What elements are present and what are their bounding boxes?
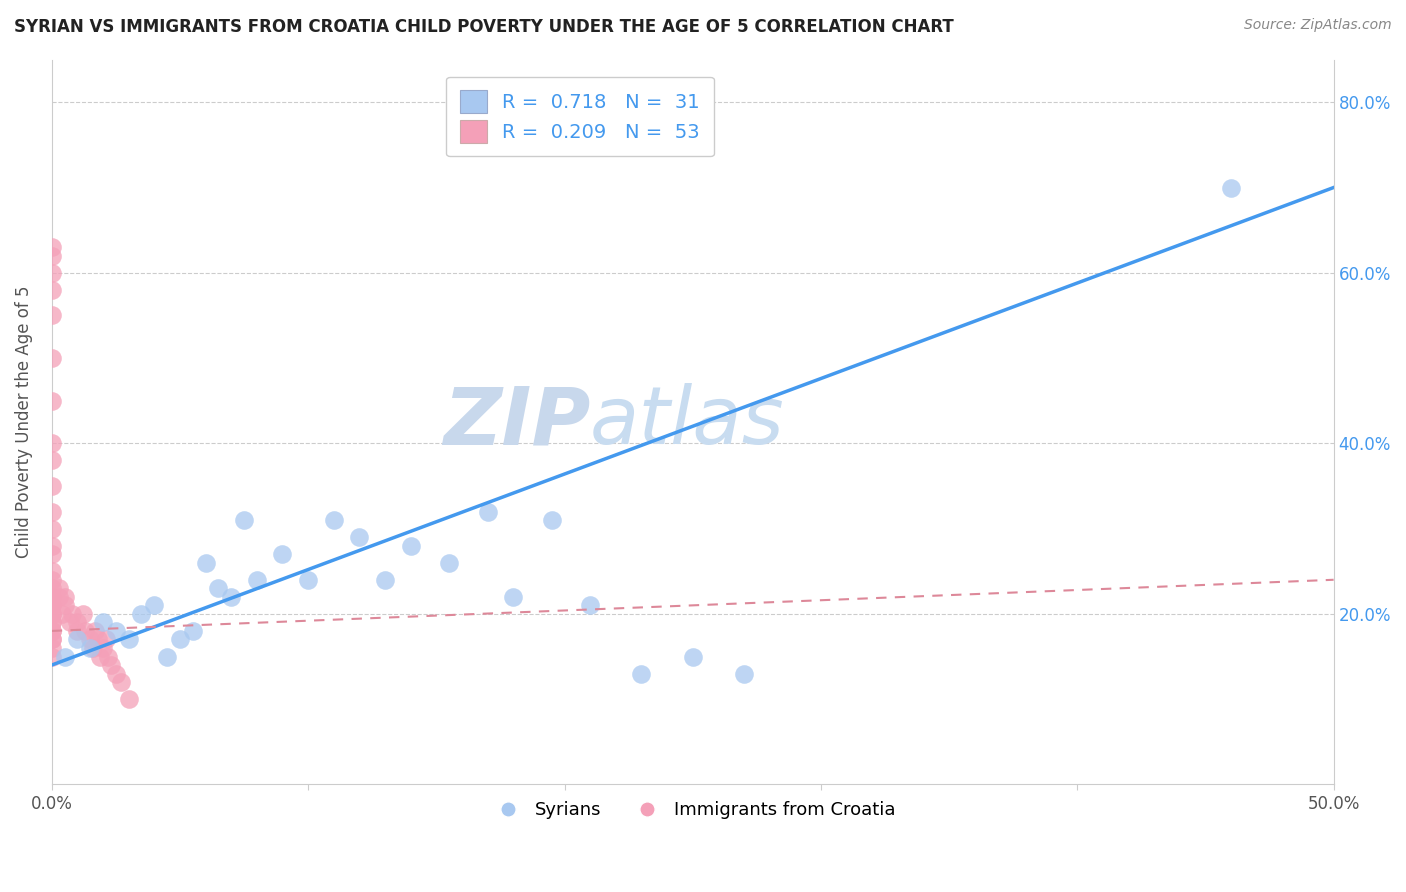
Point [540, 513, 562, 527]
Point [41, 632, 63, 647]
Point [59, 615, 82, 630]
Point [51, 607, 73, 621]
Point [41, 590, 63, 604]
Point [82, 640, 104, 655]
Point [97, 649, 120, 664]
Point [219, 590, 242, 604]
Point [100, 658, 122, 673]
Point [502, 590, 524, 604]
Point [630, 666, 652, 681]
Point [143, 599, 166, 613]
Point [104, 624, 127, 638]
Point [84, 624, 107, 638]
Text: ZIP: ZIP [443, 383, 591, 461]
Point [41, 649, 63, 664]
Point [53, 649, 76, 664]
Point [87, 632, 110, 647]
Point [271, 547, 294, 561]
Point [53, 590, 76, 604]
Point [1220, 180, 1243, 194]
Point [207, 582, 229, 596]
Point [233, 513, 256, 527]
Point [53, 599, 76, 613]
Point [41, 240, 63, 254]
Point [75, 624, 97, 638]
Point [41, 249, 63, 263]
Point [41, 632, 63, 647]
Point [41, 393, 63, 408]
Point [41, 607, 63, 621]
Point [246, 573, 269, 587]
Point [91, 640, 114, 655]
Point [91, 615, 114, 630]
Point [437, 556, 460, 570]
Point [66, 632, 89, 647]
Point [79, 632, 101, 647]
Point [118, 632, 141, 647]
Point [66, 615, 89, 630]
Point [41, 624, 63, 638]
Point [72, 607, 94, 621]
Point [41, 599, 63, 613]
Point [399, 539, 422, 553]
Point [41, 453, 63, 467]
Point [41, 564, 63, 578]
Point [41, 640, 63, 655]
Point [41, 547, 63, 561]
Point [41, 479, 63, 493]
Point [41, 309, 63, 323]
Point [79, 640, 101, 655]
Legend: Syrians, Immigrants from Croatia: Syrians, Immigrants from Croatia [482, 794, 903, 826]
Point [733, 666, 755, 681]
Point [89, 649, 111, 664]
Point [41, 615, 63, 630]
Y-axis label: Child Poverty Under the Age of 5: Child Poverty Under the Age of 5 [15, 285, 32, 558]
Point [169, 632, 191, 647]
Point [118, 692, 141, 706]
Point [297, 573, 319, 587]
Point [41, 607, 63, 621]
Point [66, 624, 89, 638]
Point [41, 615, 63, 630]
Point [104, 666, 127, 681]
Point [374, 573, 396, 587]
Text: Source: ZipAtlas.com: Source: ZipAtlas.com [1244, 18, 1392, 32]
Point [60, 607, 83, 621]
Point [41, 539, 63, 553]
Point [41, 573, 63, 587]
Point [48, 590, 70, 604]
Point [41, 582, 63, 596]
Point [41, 351, 63, 365]
Point [194, 556, 217, 570]
Point [181, 624, 204, 638]
Point [110, 675, 132, 690]
Text: atlas: atlas [591, 383, 785, 461]
Point [41, 266, 63, 280]
Point [41, 504, 63, 518]
Point [477, 504, 499, 518]
Point [41, 283, 63, 297]
Point [322, 513, 344, 527]
Point [131, 607, 153, 621]
Point [579, 599, 602, 613]
Text: SYRIAN VS IMMIGRANTS FROM CROATIA CHILD POVERTY UNDER THE AGE OF 5 CORRELATION C: SYRIAN VS IMMIGRANTS FROM CROATIA CHILD … [14, 18, 953, 36]
Point [349, 530, 371, 544]
Point [48, 582, 70, 596]
Point [156, 649, 179, 664]
Point [682, 649, 704, 664]
Point [41, 599, 63, 613]
Point [41, 624, 63, 638]
Point [41, 522, 63, 536]
Point [94, 632, 117, 647]
Point [41, 436, 63, 450]
